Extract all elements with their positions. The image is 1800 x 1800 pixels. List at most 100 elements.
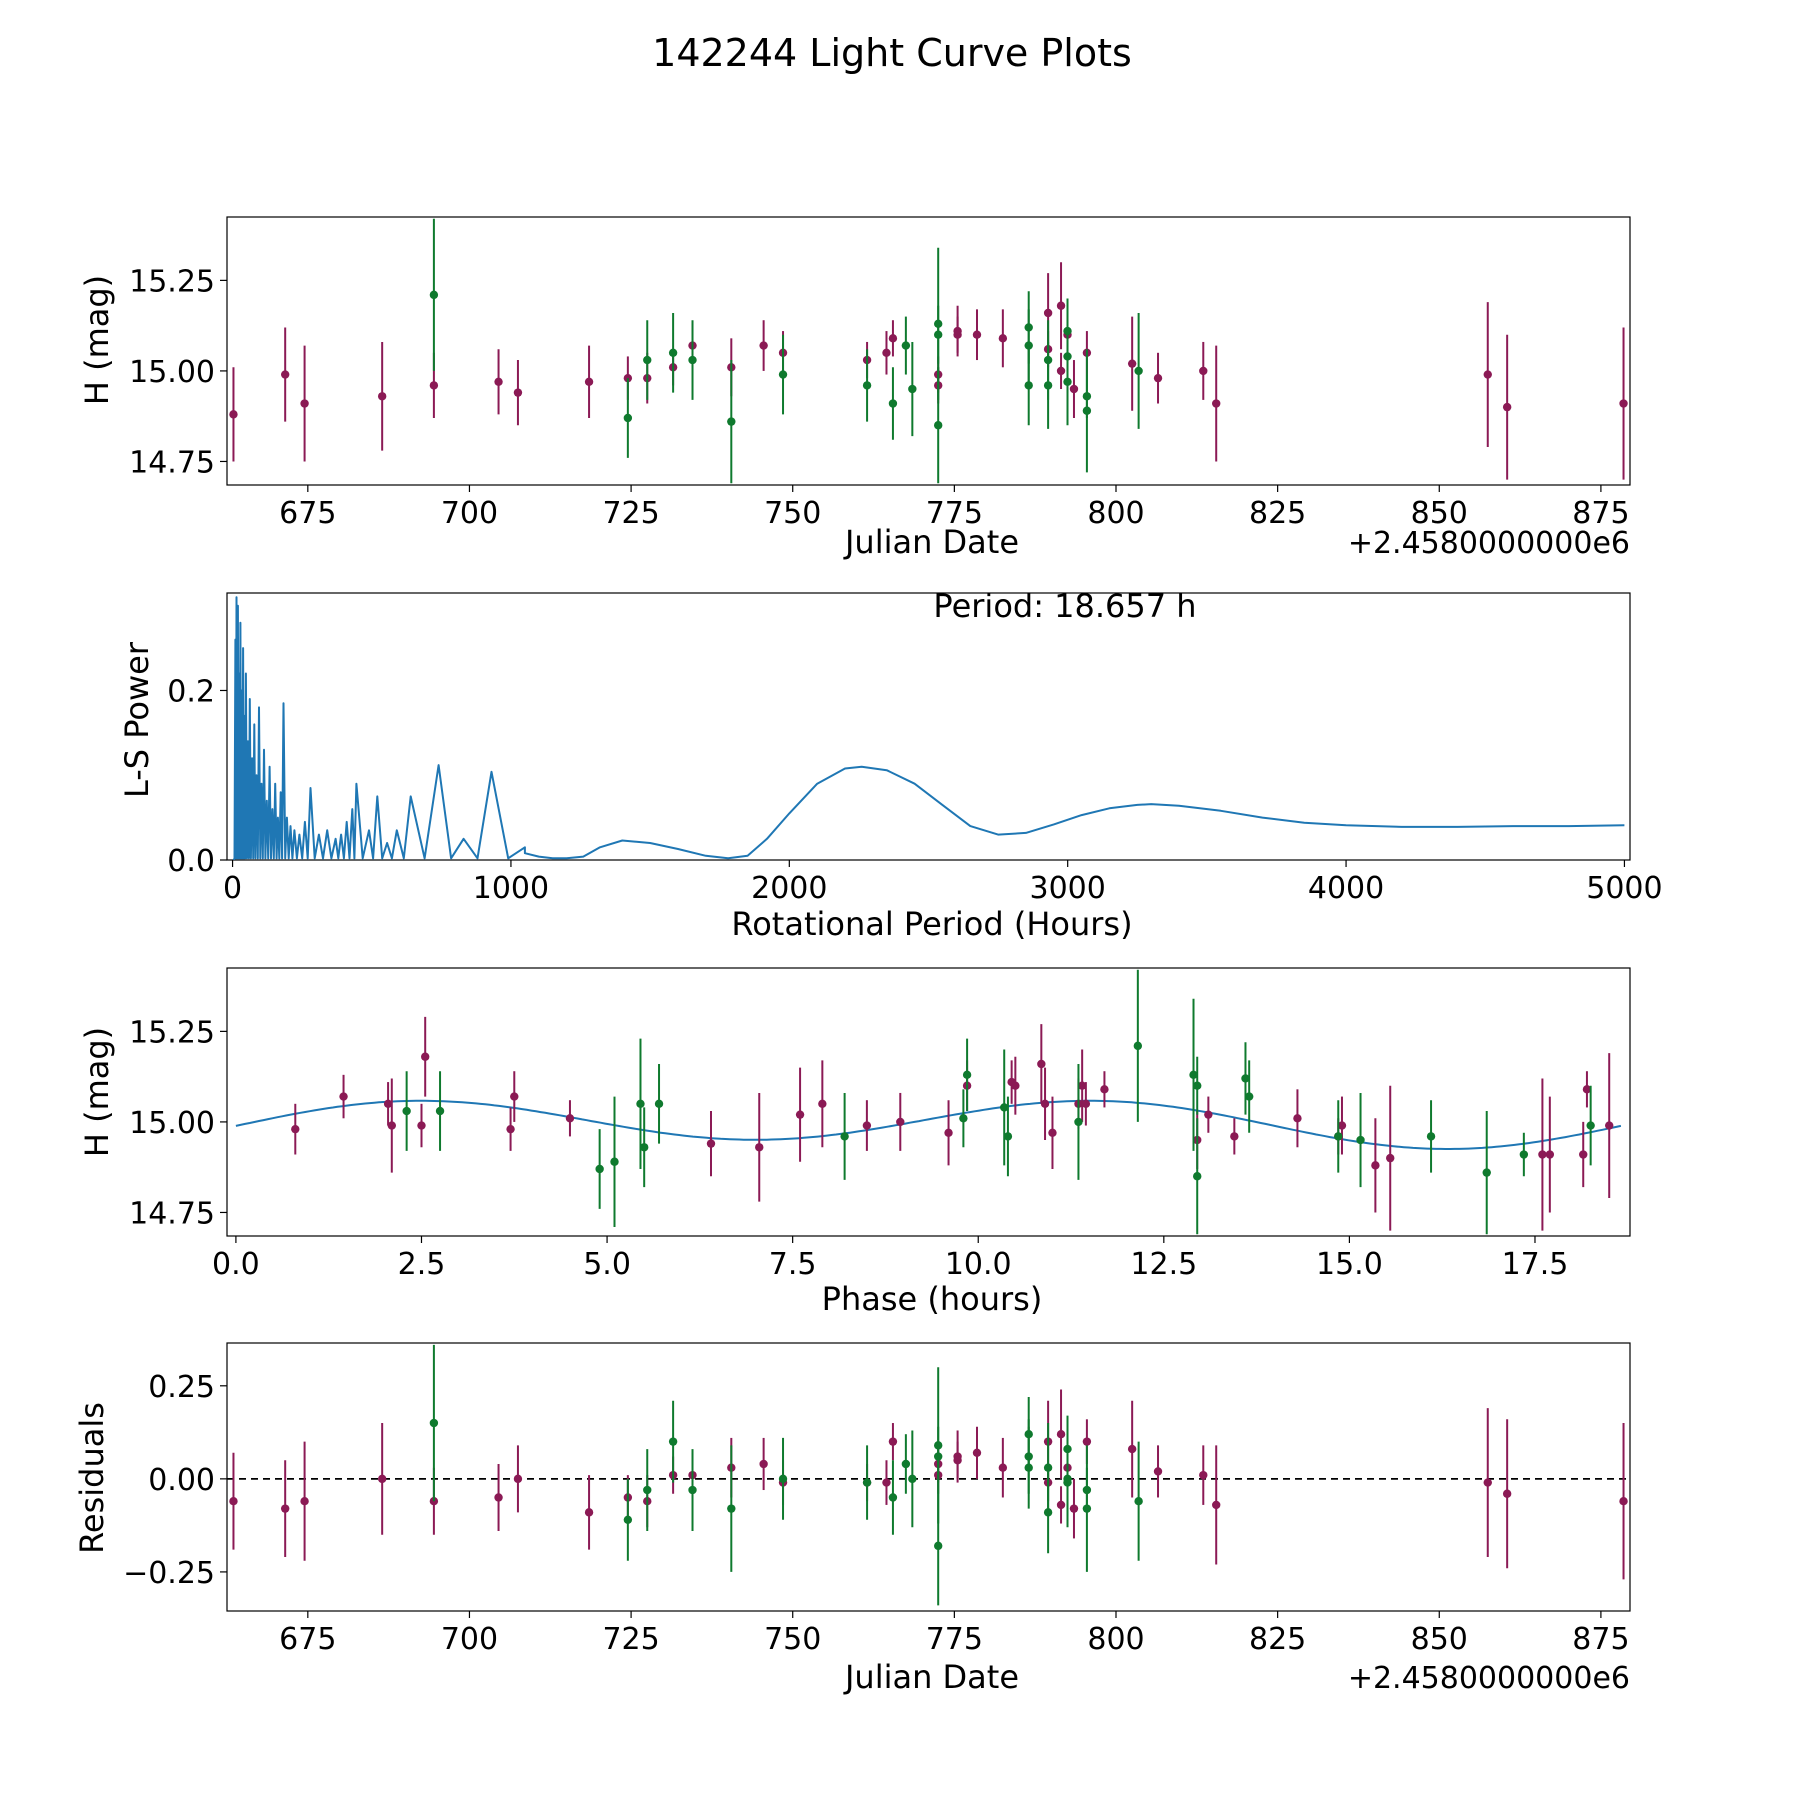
- filter_a-point: [280, 370, 290, 379]
- filter_a-point: [417, 1121, 426, 1130]
- x-tick-label: 0: [223, 871, 242, 906]
- filter_b-point: [1082, 406, 1092, 415]
- filter_a-point: [1230, 1132, 1239, 1141]
- filter_a-point: [377, 1474, 387, 1484]
- filter_a-point: [1619, 1496, 1628, 1506]
- filter_b-point: [1356, 1135, 1365, 1145]
- light-curve-ylabel: H (mag): [78, 275, 116, 405]
- x-tick-label: 5000: [1586, 871, 1662, 906]
- fit-curve: [235, 1099, 1622, 1150]
- filter_a-point: [818, 1099, 827, 1109]
- x-tick-label: 850: [1411, 1622, 1468, 1657]
- light-curve-xlabel: Julian Date: [843, 523, 1019, 561]
- x-tick-label: 775: [926, 496, 983, 531]
- filter_a-point: [755, 1143, 764, 1152]
- phase-fold-xlabel: Phase (hours): [822, 1280, 1043, 1318]
- filter_a-point: [1605, 1121, 1614, 1130]
- filter_b-point: [888, 1493, 898, 1502]
- filter_b-point: [429, 290, 439, 300]
- filter_a-point: [339, 1092, 348, 1101]
- filter_b-point: [933, 1541, 943, 1551]
- filter_b-point: [668, 348, 678, 358]
- axes-frame: [226, 216, 1631, 486]
- filter_a-point: [1483, 1478, 1492, 1487]
- filter_b-point: [727, 417, 736, 426]
- filter_b-point: [1133, 1041, 1143, 1051]
- filter_b-point: [933, 421, 943, 430]
- filter_a-point: [1069, 384, 1079, 394]
- filter_b-point: [1244, 1092, 1254, 1101]
- filter_b-point: [901, 1459, 911, 1469]
- filter_b-point: [1334, 1132, 1343, 1141]
- filter_a-point: [1153, 373, 1163, 383]
- filter_a-point: [1100, 1085, 1109, 1094]
- x-tick-label: 17.5: [1502, 1247, 1569, 1282]
- filter_b-point: [1063, 377, 1072, 386]
- y-tick-label: 15.25: [129, 264, 215, 299]
- x-tick-label: 4000: [1308, 871, 1384, 906]
- filter_b-point: [636, 1099, 645, 1109]
- filter_a-point: [513, 1474, 523, 1484]
- x-tick-label: 750: [764, 496, 821, 531]
- filter_b-point: [727, 1504, 736, 1513]
- filter_b-point: [840, 1132, 849, 1141]
- filter_b-point: [901, 341, 911, 350]
- filter_a-point: [1212, 1500, 1221, 1510]
- filter_b-point: [429, 1418, 439, 1428]
- x-tick-label: 700: [441, 496, 498, 531]
- filter_a-point: [888, 1437, 898, 1446]
- residuals-panel: 675 700 725 750 775 800 825 850 875 −0.25 0.00 0.25…: [73, 1342, 1631, 1696]
- filter_b-point: [1074, 1117, 1083, 1127]
- x-tick-label: 675: [279, 1622, 336, 1657]
- filter_a-point: [882, 1478, 891, 1487]
- x-tick-label: 825: [1249, 1622, 1306, 1657]
- filter_a-point: [387, 1121, 396, 1130]
- filter_b-point: [1024, 1463, 1033, 1472]
- y-tick-label: 14.75: [129, 1196, 215, 1231]
- filter_b-point: [1519, 1150, 1529, 1159]
- light-curve-marks: [229, 218, 1628, 484]
- x-tick-label: 12.5: [1130, 1247, 1197, 1282]
- filter_b-point: [1482, 1168, 1491, 1177]
- filter_a-point: [383, 1099, 393, 1109]
- filter_a-point: [795, 1110, 805, 1119]
- x-tick-label: 7.5: [769, 1247, 817, 1282]
- axes-frame: [226, 592, 1631, 861]
- x-tick-label: 875: [1572, 496, 1629, 531]
- filter_a-point: [882, 348, 891, 358]
- filter_b-point: [435, 1106, 445, 1116]
- filter_b-point: [1043, 381, 1053, 390]
- x-tick-label: 725: [602, 496, 659, 531]
- y-tick-label: 0.25: [148, 1370, 215, 1405]
- filter_a-point: [1579, 1150, 1588, 1159]
- filter_a-point: [1081, 1099, 1091, 1109]
- filter_a-point: [1056, 301, 1066, 310]
- filter_b-point: [623, 1515, 633, 1525]
- x-tick-label: 15.0: [1316, 1247, 1383, 1282]
- residuals-marks: [227, 1344, 1630, 1606]
- filter_b-point: [959, 1114, 968, 1123]
- periodogram-ylabel: L-S Power: [118, 641, 156, 798]
- y-tick-label: 15.00: [129, 1106, 215, 1141]
- y-tick-label: 14.75: [129, 445, 215, 480]
- x-tick-label: 5.0: [583, 1247, 631, 1282]
- filter_b-point: [610, 1157, 619, 1166]
- filter_b-point: [908, 384, 917, 394]
- periodogram-marks: [232, 596, 1625, 860]
- filter_b-point: [668, 1437, 678, 1446]
- filter_b-point: [1193, 1172, 1202, 1181]
- filter_a-point: [494, 1493, 503, 1502]
- filter_a-point: [494, 377, 503, 386]
- filter_a-point: [1056, 1429, 1066, 1439]
- residuals-axes: 675 700 725 750 775 800 825 850 875 −0.25 0.00 0.25: [123, 1342, 1631, 1657]
- filter_b-point: [908, 1474, 917, 1484]
- filter_b-point: [643, 355, 652, 365]
- filter_b-point: [1586, 1121, 1595, 1130]
- axes-frame: [226, 1342, 1631, 1612]
- filter_b-point: [1193, 1081, 1202, 1090]
- filter_a-point: [759, 341, 768, 350]
- filter_b-point: [1241, 1074, 1250, 1083]
- filter_a-point: [291, 1124, 300, 1134]
- filter_a-point: [429, 381, 439, 390]
- filter_a-point: [1582, 1085, 1592, 1094]
